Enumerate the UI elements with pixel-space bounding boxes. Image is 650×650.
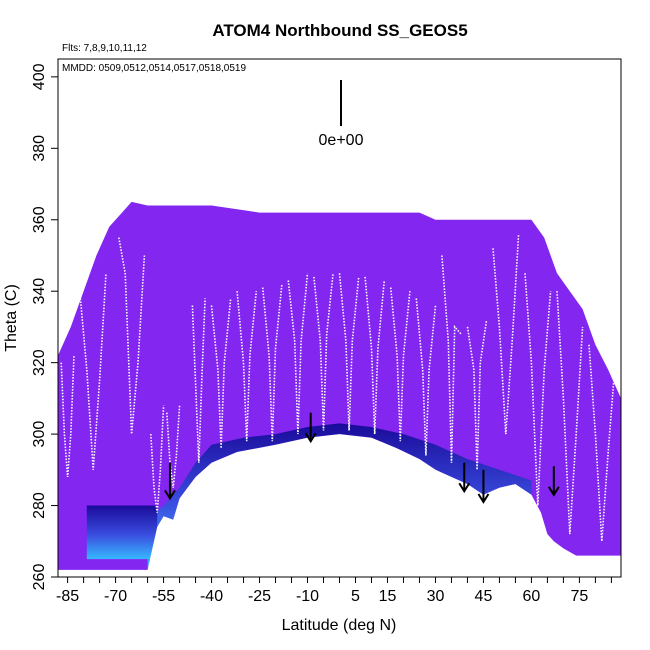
arrow-marker xyxy=(164,462,176,501)
y-axis: 260 280 300 320 340 360 380 400 xyxy=(31,63,58,590)
x-tick-label: -85 xyxy=(56,588,79,605)
x-tick-label: -70 xyxy=(104,588,127,605)
profile-trace xyxy=(389,287,411,442)
arrow-markers xyxy=(164,412,560,504)
x-tick-label: 60 xyxy=(523,588,541,605)
profile-trace xyxy=(79,273,107,470)
polar-block xyxy=(86,505,158,560)
profile-trace xyxy=(338,273,360,431)
profile-trace xyxy=(60,355,75,478)
profile-trace xyxy=(150,405,165,513)
arrow-marker xyxy=(304,412,317,444)
x-tick-label: -40 xyxy=(200,588,223,605)
x-tick-label: 15 xyxy=(379,588,397,605)
flight-profiles xyxy=(60,233,616,542)
x-axis: -85 -70 -55 -40 -25 -10 5 15 30 45 60 75 xyxy=(56,577,612,605)
y-tick-label: 300 xyxy=(31,421,48,448)
y-tick-label: 380 xyxy=(31,135,48,162)
profile-trace xyxy=(166,405,181,488)
plot-area: 0e+00 MMDD: 0509,0512,0514,0517,0518,051… xyxy=(57,58,622,578)
flights-note: Flts: 7,8,9,10,11,12 xyxy=(62,43,147,54)
surface-mask xyxy=(58,434,621,577)
profile-trace xyxy=(313,273,334,431)
arrow-marker xyxy=(458,462,471,494)
chart-title: ATOM4 Northbound SS_GEOS5 xyxy=(212,21,467,40)
y-tick-label: 400 xyxy=(31,63,48,90)
profile-trace xyxy=(492,233,520,435)
y-tick-label: 320 xyxy=(31,349,48,376)
y-tick-label: 360 xyxy=(31,206,48,233)
profile-trace xyxy=(210,298,232,449)
x-tick-label: 75 xyxy=(571,588,589,605)
x-tick-label: -55 xyxy=(152,588,175,605)
profile-trace xyxy=(415,298,437,456)
dates-note: MMDD: 0509,0512,0514,0517,0518,0519 xyxy=(62,63,246,74)
x-axis-title: Latitude (deg N) xyxy=(282,617,397,634)
arrow-marker xyxy=(547,466,560,497)
arrow-marker xyxy=(477,469,490,504)
x-tick-label: -25 xyxy=(248,588,271,605)
profile-trace xyxy=(466,319,488,470)
y-tick-label: 260 xyxy=(31,564,48,591)
profile-trace xyxy=(441,255,462,463)
x-tick-label: 5 xyxy=(351,588,360,605)
profile-trace xyxy=(556,291,584,535)
profile-trace xyxy=(191,298,206,463)
x-tick-label: 30 xyxy=(427,588,445,605)
profile-trace xyxy=(118,237,146,435)
y-tick-label: 280 xyxy=(31,492,48,519)
scale-label: 0e+00 xyxy=(319,132,364,149)
enhanced-layer xyxy=(147,423,532,570)
y-axis-title: Theta (C) xyxy=(3,284,20,352)
profile-trace xyxy=(287,273,309,435)
y-tick-label: 340 xyxy=(31,278,48,305)
x-tick-label: 45 xyxy=(475,588,493,605)
profile-trace xyxy=(261,284,283,442)
profile-trace xyxy=(236,291,258,442)
x-tick-label: -10 xyxy=(296,588,319,605)
